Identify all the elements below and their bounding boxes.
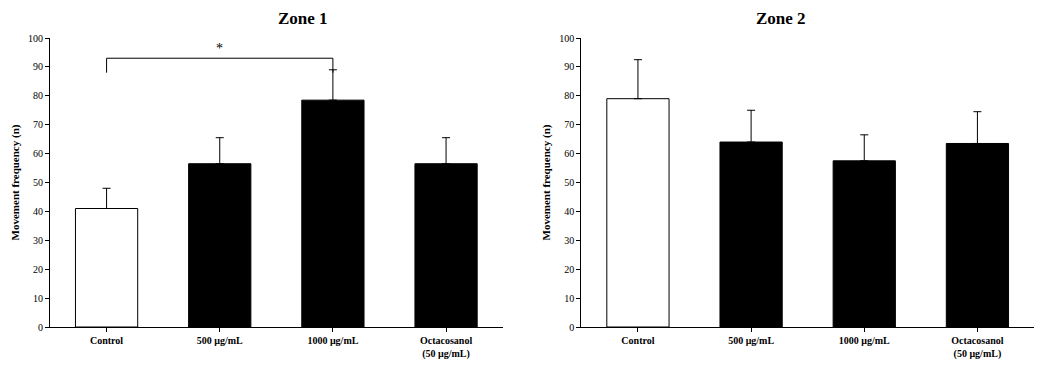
svg-text:10: 10 bbox=[33, 293, 43, 304]
svg-text:0: 0 bbox=[38, 322, 43, 333]
svg-text:Movement frequency (n): Movement frequency (n) bbox=[540, 124, 553, 240]
svg-text:60: 60 bbox=[33, 148, 43, 159]
svg-text:Octacosanol(50 μg/mL): Octacosanol(50 μg/mL) bbox=[420, 335, 472, 360]
svg-text:90: 90 bbox=[564, 61, 574, 72]
svg-text:80: 80 bbox=[564, 90, 574, 101]
svg-text:1000 μg/mL: 1000 μg/mL bbox=[839, 335, 890, 346]
svg-text:Zone 2: Zone 2 bbox=[756, 9, 806, 28]
svg-text:10: 10 bbox=[564, 293, 574, 304]
svg-text:100: 100 bbox=[28, 33, 43, 44]
svg-text:20: 20 bbox=[564, 264, 574, 275]
svg-text:100: 100 bbox=[559, 33, 574, 44]
svg-text:500 μg/mL: 500 μg/mL bbox=[197, 335, 243, 346]
svg-text:40: 40 bbox=[564, 206, 574, 217]
svg-text:30: 30 bbox=[33, 235, 43, 246]
svg-text:Zone 1: Zone 1 bbox=[278, 9, 328, 28]
svg-text:90: 90 bbox=[33, 61, 43, 72]
svg-text:Control: Control bbox=[621, 335, 654, 346]
svg-text:70: 70 bbox=[33, 119, 43, 130]
svg-text:Movement frequency (n): Movement frequency (n) bbox=[9, 124, 22, 240]
svg-text:50: 50 bbox=[564, 177, 574, 188]
svg-text:80: 80 bbox=[33, 90, 43, 101]
svg-text:70: 70 bbox=[564, 119, 574, 130]
svg-text:50: 50 bbox=[33, 177, 43, 188]
svg-text:1000 μg/mL: 1000 μg/mL bbox=[307, 335, 358, 346]
svg-text:30: 30 bbox=[564, 235, 574, 246]
svg-text:0: 0 bbox=[569, 322, 574, 333]
svg-text:60: 60 bbox=[564, 148, 574, 159]
svg-text:20: 20 bbox=[33, 264, 43, 275]
svg-text:500 μg/mL: 500 μg/mL bbox=[728, 335, 774, 346]
svg-text:Control: Control bbox=[90, 335, 123, 346]
svg-text:*: * bbox=[216, 41, 223, 56]
svg-text:40: 40 bbox=[33, 206, 43, 217]
svg-text:Octacosanol(50 μg/mL): Octacosanol(50 μg/mL) bbox=[951, 335, 1003, 360]
